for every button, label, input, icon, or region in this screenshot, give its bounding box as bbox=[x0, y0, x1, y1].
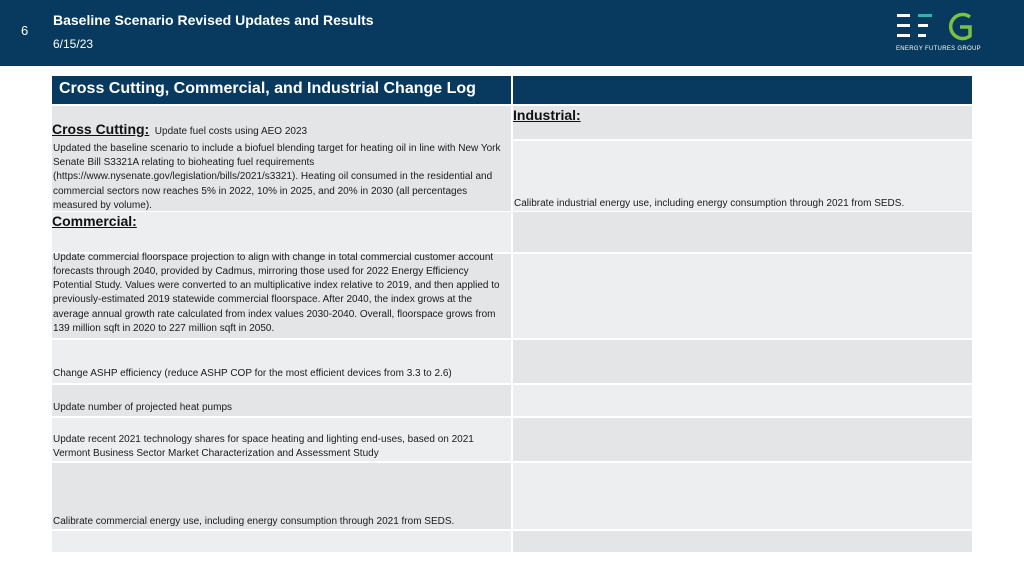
cross-cutting-heading-line: Cross Cutting: Update fuel costs using A… bbox=[52, 122, 307, 139]
slide-title: Baseline Scenario Revised Updates and Re… bbox=[53, 12, 374, 28]
commercial-item: Calibrate commercial energy use, includi… bbox=[53, 515, 455, 527]
industrial-heading: Industrial: bbox=[513, 107, 581, 123]
efg-logo-mark-icon bbox=[897, 12, 972, 41]
commercial-item-cell: Update commercial floorspace projection … bbox=[52, 251, 511, 338]
commercial-heading-cell: Commercial: bbox=[52, 212, 511, 252]
cross-cutting-cell: Cross Cutting: Update fuel costs using A… bbox=[52, 106, 511, 211]
commercial-item: Change ASHP efficiency (reduce ASHP COP … bbox=[53, 367, 452, 379]
slide-header: 6 Baseline Scenario Revised Updates and … bbox=[0, 0, 1024, 66]
industrial-item: Calibrate industrial energy use, includi… bbox=[514, 197, 905, 209]
cross-cutting-item: Updated the baseline scenario to include… bbox=[53, 143, 501, 211]
commercial-item-cell: Change ASHP efficiency (reduce ASHP COP … bbox=[52, 340, 511, 383]
cross-cutting-inline-item: Update fuel costs using AEO 2023 bbox=[154, 126, 308, 137]
industrial-item-cell: Calibrate industrial energy use, includi… bbox=[513, 141, 972, 211]
commercial-item-cell: Update recent 2021 technology shares for… bbox=[52, 418, 511, 461]
empty-cell bbox=[52, 531, 511, 552]
empty-cell bbox=[513, 254, 972, 338]
empty-cell bbox=[513, 340, 972, 383]
commercial-item-cell: Update number of projected heat pumps bbox=[52, 385, 511, 416]
empty-cell bbox=[513, 531, 972, 552]
cross-cutting-heading: Cross Cutting: bbox=[52, 121, 150, 137]
commercial-item: Update recent 2021 technology shares for… bbox=[53, 433, 474, 459]
energy-futures-group-logo: ENERGY FUTURES GROUP bbox=[896, 12, 981, 54]
table-title: Cross Cutting, Commercial, and Industria… bbox=[52, 76, 511, 104]
industrial-heading-cell: Industrial: bbox=[513, 106, 972, 139]
empty-cell bbox=[513, 418, 972, 461]
slide-number: 6 bbox=[21, 23, 29, 38]
logo-caption: ENERGY FUTURES GROUP bbox=[896, 46, 981, 52]
empty-header-cell bbox=[513, 76, 972, 104]
slide-date: 6/15/23 bbox=[53, 37, 94, 51]
commercial-heading: Commercial: bbox=[52, 213, 137, 229]
commercial-item: Update number of projected heat pumps bbox=[53, 401, 232, 413]
commercial-item: Update commercial floorspace projection … bbox=[53, 251, 500, 334]
commercial-item-cell: Calibrate commercial energy use, includi… bbox=[52, 463, 511, 529]
empty-cell bbox=[513, 385, 972, 416]
empty-cell bbox=[513, 212, 972, 252]
empty-cell bbox=[513, 463, 972, 529]
